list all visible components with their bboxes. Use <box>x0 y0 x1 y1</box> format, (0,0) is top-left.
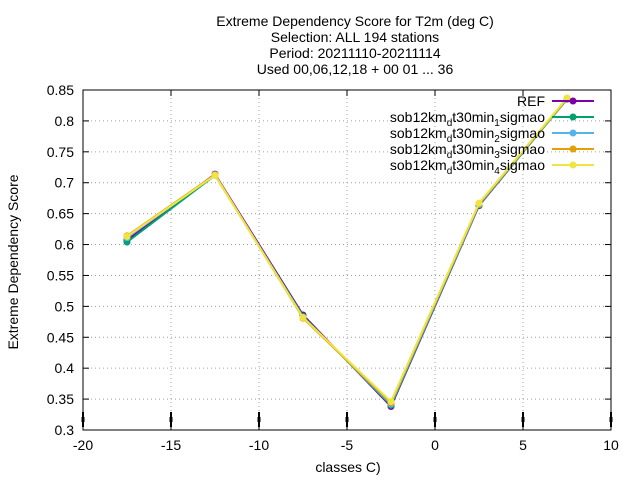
legend-marker <box>569 97 577 105</box>
title-line-2: Selection: ALL 194 stations <box>271 29 439 45</box>
chart-title: Extreme Dependency Score for T2m (deg C)… <box>216 13 494 77</box>
legend-label: sob12kmdt30min4sigmao <box>390 157 545 177</box>
y-tick-label: 0.85 <box>47 82 74 98</box>
series-5 <box>123 94 571 406</box>
class-boundary-marker-mid <box>81 417 85 422</box>
class-boundary-marker-mid <box>169 417 173 422</box>
legend-label: sob12kmdt30min2sigmao <box>390 125 545 145</box>
grid-lines <box>83 90 611 430</box>
axes: -20 -15 -10 -5 0 5 10 0.3 0.35 0.4 0.45 0.5 0.55 0.6 0… <box>47 82 619 453</box>
y-tick-label: 0.7 <box>55 175 75 191</box>
x-tick-label: -10 <box>249 437 269 453</box>
title-line-1: Extreme Dependency Score for T2m (deg C) <box>216 13 494 29</box>
y-tick-label: 0.65 <box>47 206 74 222</box>
y-tick-label: 0.75 <box>47 144 74 160</box>
y-tick-label: 0.8 <box>55 113 75 129</box>
class-boundary-marker-mid <box>345 417 349 422</box>
title-line-3: Period: 20211110-20211114 <box>269 45 440 61</box>
x-tick-label: -20 <box>73 437 93 453</box>
x-tick-label: 5 <box>519 437 527 453</box>
data-point <box>475 199 483 207</box>
y-tick-label: 0.6 <box>55 237 75 253</box>
y-tick-label: 0.4 <box>55 360 75 376</box>
x-axis-label: classes C) <box>315 459 380 475</box>
class-boundary-marker-mid <box>257 417 261 422</box>
legend-entry-2: sob12kmdt30min1sigmao <box>390 109 594 129</box>
data-point <box>123 233 131 241</box>
legend-entry-3: sob12kmdt30min2sigmao <box>390 125 594 145</box>
legend-marker <box>569 113 577 121</box>
y-tick-label: 0.35 <box>47 391 74 407</box>
legend-label: REF <box>517 93 545 109</box>
class-boundary-marker-mid <box>521 417 525 422</box>
x-tick-label: -15 <box>161 437 181 453</box>
legend-marker <box>569 161 577 169</box>
y-axis-label: Extreme Dependency Score <box>5 174 21 349</box>
data-point <box>387 398 395 406</box>
data-point <box>299 313 307 321</box>
x-tick-label: 0 <box>431 437 439 453</box>
legend-entry-5: sob12kmdt30min4sigmao <box>390 157 594 177</box>
legend: REFsob12kmdt30min1sigmaosob12kmdt30min2s… <box>390 93 594 177</box>
plot-series <box>123 94 571 411</box>
x-tick-label: -5 <box>341 437 354 453</box>
class-boundary-marker-mid <box>433 417 437 422</box>
legend-marker <box>569 145 577 153</box>
y-tick-label: 0.3 <box>55 422 75 438</box>
series-line <box>126 97 568 403</box>
y-tick-label: 0.5 <box>55 298 75 314</box>
x-tick-label: 10 <box>603 437 619 453</box>
class-boundary-marker-mid <box>609 417 613 422</box>
data-point <box>563 94 571 102</box>
y-tick-label: 0.45 <box>47 329 74 345</box>
title-line-4: Used 00,06,12,18 + 00 01 ... 36 <box>257 61 454 77</box>
legend-label: sob12kmdt30min3sigmao <box>390 141 545 161</box>
legend-entry-1: REF <box>517 93 594 109</box>
legend-label: sob12kmdt30min1sigmao <box>390 109 545 129</box>
legend-entry-4: sob12kmdt30min3sigmao <box>390 141 594 161</box>
legend-marker <box>569 129 577 137</box>
y-tick-label: 0.55 <box>47 267 74 283</box>
data-point <box>211 171 219 179</box>
